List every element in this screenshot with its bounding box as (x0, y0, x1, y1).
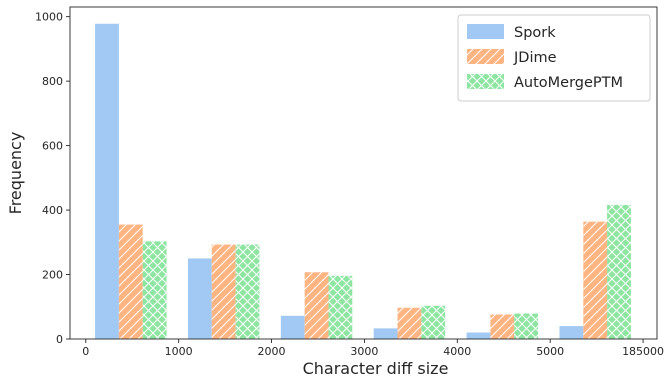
legend-label-automergeptm: AutoMergePTM (514, 75, 623, 91)
bar-hatch-automergeptm-0-1000 (142, 241, 167, 339)
legend-box (457, 14, 651, 102)
x-tick-label-3000: 3000 (350, 345, 378, 358)
legend-label-spork: Spork (514, 25, 556, 41)
axes-layer: 0 200 400 600 800 1000 0 1000 2000 3000 4000 5000 18… (6, 6, 664, 378)
y-tick-label-0: 0 (56, 333, 63, 346)
y-tick-label-200: 200 (42, 269, 63, 282)
series-automergeptm-bars (142, 204, 631, 339)
x-axis-label: Character diff size (303, 359, 449, 378)
legend-swatch-hatch-jdime (467, 49, 504, 64)
bar-hatch-automergeptm-3000-4000 (421, 305, 446, 339)
legend-swatch-hatch-automergeptm (467, 74, 504, 89)
y-tick-label-400: 400 (42, 204, 63, 217)
x-tick-label-4000: 4000 (443, 345, 471, 358)
x-tick-label-2000: 2000 (258, 345, 286, 358)
bar-spork-4000-5000 (466, 332, 491, 339)
bar-hatch-jdime-2000-3000 (304, 272, 329, 339)
bar-spork-5000-185000 (559, 326, 584, 339)
bar-spork-2000-3000 (280, 315, 305, 339)
bar-hatch-jdime-0-1000 (118, 224, 143, 339)
bars-layer (95, 23, 631, 339)
bar-hatch-jdime-1000-2000 (211, 244, 236, 339)
legend: Spork JDime AutoMergePTM (457, 14, 651, 102)
x-tick-label-5000: 5000 (536, 345, 564, 358)
y-tick-label-600: 600 (42, 140, 63, 153)
bar-hatch-jdime-3000-4000 (397, 307, 422, 339)
bar-spork-1000-2000 (187, 258, 212, 339)
legend-swatch-spork (467, 24, 504, 39)
x-tick-label-0: 0 (82, 345, 89, 358)
x-tick-label-1000: 1000 (165, 345, 193, 358)
bar-spork-0-1000 (95, 23, 119, 339)
y-axis-label: Frequency (6, 132, 25, 215)
y-tick-label-800: 800 (42, 75, 63, 88)
y-tick-label-1000: 1000 (35, 11, 63, 24)
bar-spork-3000-4000 (373, 328, 398, 339)
x-tick-label-185000: 185000 (622, 345, 664, 358)
bar-hatch-automergeptm-4000-5000 (514, 313, 539, 339)
bar-hatch-automergeptm-2000-3000 (328, 275, 353, 339)
bar-hatch-automergeptm-1000-2000 (235, 244, 260, 339)
series-spork-bars (95, 23, 584, 339)
legend-label-jdime: JDime (513, 50, 557, 66)
plot-frame (69, 6, 658, 340)
bar-hatch-jdime-5000-185000 (583, 221, 608, 339)
bar-hatch-jdime-4000-5000 (490, 314, 515, 339)
bar-hatch-automergeptm-5000-185000 (607, 204, 631, 339)
series-jdime-bars (118, 221, 608, 339)
